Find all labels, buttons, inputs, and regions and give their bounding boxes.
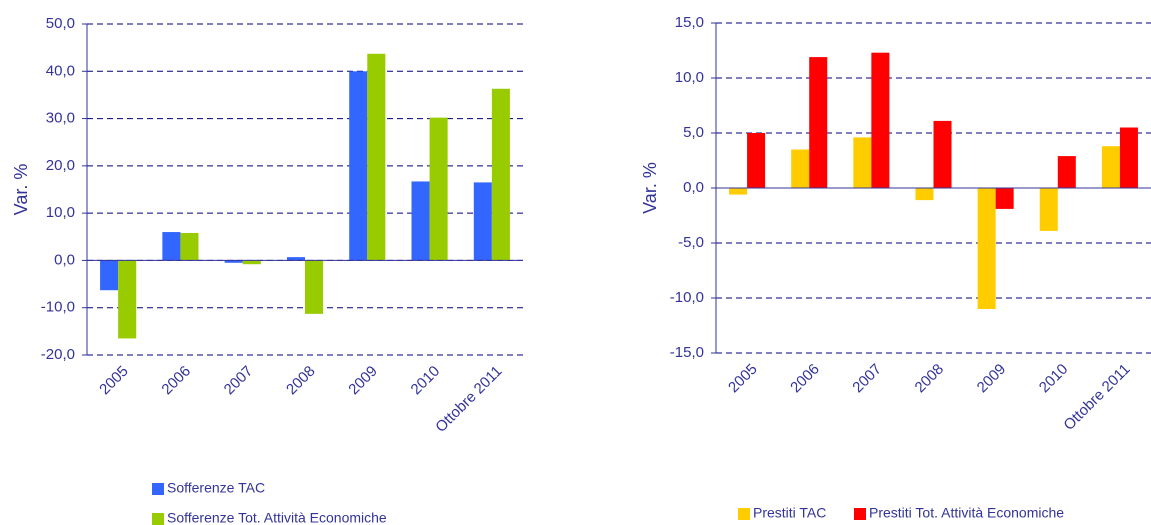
bar	[995, 188, 1014, 209]
x-tick-label: 2006	[158, 363, 194, 399]
bar	[491, 88, 510, 261]
y-tick-label: 0,0	[683, 179, 704, 196]
bar	[429, 117, 448, 261]
y-tick-label: 0,0	[54, 251, 75, 268]
x-tick-label: Ottobre 2011	[432, 363, 505, 436]
bar	[747, 133, 766, 188]
y-tick-label: 30,0	[46, 110, 75, 127]
bar	[915, 188, 934, 201]
legend-label: Sofferenze Tot. Attività Economiche	[167, 510, 387, 525]
legend-swatch	[738, 508, 750, 520]
y-tick-label: -5,0	[678, 234, 704, 251]
bar	[1057, 156, 1076, 188]
x-tick-label: 2007	[849, 361, 885, 397]
bar	[791, 149, 810, 188]
bar	[977, 188, 996, 309]
y-axis-label: Var. %	[640, 162, 660, 214]
bar	[871, 52, 890, 189]
bar	[224, 260, 243, 263]
bar	[411, 181, 430, 261]
legend-label: Sofferenze TAC	[167, 480, 265, 496]
x-tick-label: 2009	[345, 363, 381, 399]
x-tick-label: 2010	[408, 363, 444, 399]
bar	[162, 232, 181, 261]
bar	[118, 260, 137, 339]
x-tick-label: 2005	[725, 361, 761, 397]
bar	[1039, 188, 1058, 231]
bar	[729, 188, 748, 195]
x-tick-label: 2008	[912, 361, 948, 397]
y-tick-label: 15,0	[675, 14, 704, 31]
y-axis-label: Var. %	[11, 164, 31, 216]
y-tick-label: 40,0	[46, 62, 75, 79]
y-tick-label: 10,0	[46, 204, 75, 221]
x-tick-label: 2010	[1036, 361, 1072, 397]
bar	[1119, 127, 1138, 188]
bar	[180, 233, 199, 261]
y-tick-label: -20,0	[41, 346, 75, 363]
y-tick-label: 20,0	[46, 157, 75, 174]
x-tick-label: 2009	[974, 361, 1010, 397]
legend-label: Prestiti Tot. Attività Economiche	[869, 505, 1064, 521]
bar	[242, 260, 261, 265]
y-tick-label: 5,0	[683, 124, 704, 141]
bar	[473, 182, 492, 261]
bar	[853, 137, 872, 188]
bar	[349, 71, 368, 261]
x-tick-label: 2005	[96, 363, 132, 399]
y-tick-label: -15,0	[670, 344, 704, 361]
y-tick-label: 10,0	[675, 69, 704, 86]
bar	[100, 260, 119, 291]
bar	[1101, 146, 1120, 188]
y-tick-label: -10,0	[670, 289, 704, 306]
bar	[305, 260, 324, 314]
x-tick-label: 2007	[221, 363, 257, 399]
legend-swatch	[854, 508, 866, 520]
bar	[367, 53, 386, 261]
y-tick-label: 50,0	[46, 15, 75, 32]
x-tick-label: Ottobre 2011	[1060, 361, 1133, 434]
legend-swatch	[152, 483, 164, 495]
y-tick-label: -10,0	[41, 299, 75, 316]
bar	[809, 57, 828, 188]
legend-label: Prestiti TAC	[753, 505, 826, 521]
bar	[286, 257, 305, 261]
x-tick-label: 2006	[787, 361, 823, 397]
x-tick-label: 2008	[283, 363, 319, 399]
legend-swatch	[152, 513, 164, 525]
bar	[933, 120, 952, 188]
